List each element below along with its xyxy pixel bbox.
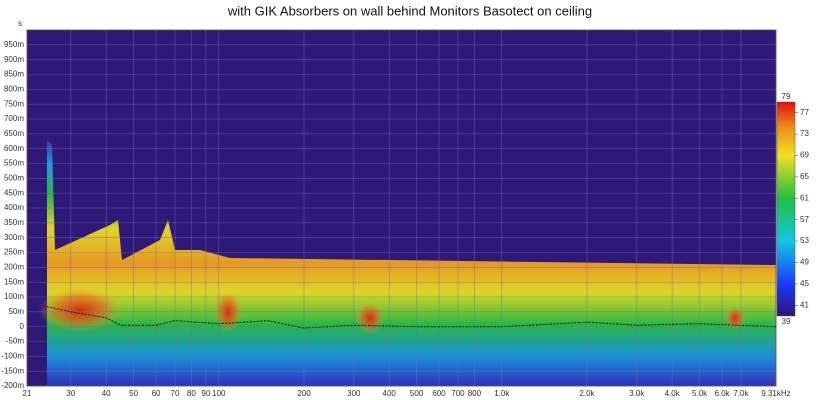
colorbar <box>776 101 796 317</box>
colorbar-tick-label: 41 <box>800 300 809 309</box>
y-tick-label: 600m <box>4 144 24 153</box>
colorbar-tick-label: 73 <box>800 129 809 138</box>
x-tick-label: 4.0k <box>665 389 681 398</box>
x-tick-label: 400 <box>383 389 397 398</box>
y-tick-label: 550m <box>4 159 24 168</box>
x-tick-label: 50 <box>129 389 138 398</box>
colorbar-tick-label: 49 <box>800 258 809 267</box>
x-tick-label: 6.0k <box>714 389 730 398</box>
y-tick-label: 500m <box>4 173 24 182</box>
y-tick-label: -200m <box>1 381 24 390</box>
y-tick-label: 950m <box>4 40 24 49</box>
x-tick-label: 9.31kHz <box>761 389 790 398</box>
heat-spot <box>38 288 122 332</box>
y-tick-label: -50m <box>6 337 25 346</box>
y-tick-label: 300m <box>4 233 24 242</box>
y-tick-label: 650m <box>4 129 24 138</box>
y-tick-label: -150m <box>1 366 24 375</box>
y-tick-label: 900m <box>4 55 24 64</box>
decay-line <box>43 305 777 329</box>
x-tick-label: 21 <box>23 389 32 398</box>
y-tick-label: 100m <box>4 292 24 301</box>
x-tick-label: 800 <box>468 389 482 398</box>
y-tick-label: 0 <box>20 322 25 331</box>
y-tick-label: 850m <box>4 70 24 79</box>
y-tick-label: 50m <box>8 307 24 316</box>
y-tick-label: 450m <box>4 188 24 197</box>
heat-spot <box>356 302 384 334</box>
colorbar-max: 79 <box>782 92 791 101</box>
x-tick-label: 30 <box>66 389 75 398</box>
x-tick-label: 300 <box>347 389 361 398</box>
y-tick-label: 750m <box>4 99 24 108</box>
x-tick-label: 5.0k <box>692 389 708 398</box>
y-tick-label: 400m <box>4 203 24 212</box>
y-tick-label: 350m <box>4 218 24 227</box>
y-tick-label: 200m <box>4 262 24 271</box>
x-tick-label: 90 <box>201 389 210 398</box>
x-tick-label: 600 <box>432 389 446 398</box>
plot-frame <box>26 29 777 387</box>
x-tick-label: 7.0k <box>733 389 749 398</box>
colorbar-tick-label: 53 <box>800 236 809 245</box>
colorbar-tick-label: 77 <box>800 108 809 117</box>
colorbar-min: 39 <box>782 317 791 326</box>
colorbar-tick-label: 69 <box>800 151 809 160</box>
y-tick-label: 700m <box>4 114 24 123</box>
y-tick-label: 150m <box>4 277 24 286</box>
y-tick-label: 800m <box>4 84 24 93</box>
x-tick-label: 100 <box>212 389 226 398</box>
colorbar-tick-label: 57 <box>800 215 809 224</box>
chart-title: with GIK Absorbers on wall behind Monito… <box>227 3 592 18</box>
colorbar-tick-label: 61 <box>800 193 809 202</box>
x-tick-label: 80 <box>187 389 196 398</box>
x-tick-label: 1.0k <box>494 389 510 398</box>
x-tick-label: 70 <box>171 389 180 398</box>
y-tick-label: -100m <box>1 351 24 360</box>
y-unit: s <box>18 19 22 28</box>
x-tick-label: 60 <box>152 389 161 398</box>
x-tick-label: 200 <box>297 389 311 398</box>
x-tick-label: 2.0k <box>579 389 595 398</box>
x-tick-label: 3.0k <box>629 389 645 398</box>
colorbar-tick-label: 65 <box>800 172 809 181</box>
x-tick-label: 500 <box>410 389 424 398</box>
colorbar-tick-label: 45 <box>800 279 809 288</box>
x-tick-label: 700 <box>451 389 465 398</box>
y-tick-label: 250m <box>4 248 24 257</box>
x-tick-label: 40 <box>102 389 111 398</box>
heat-map <box>38 140 776 386</box>
